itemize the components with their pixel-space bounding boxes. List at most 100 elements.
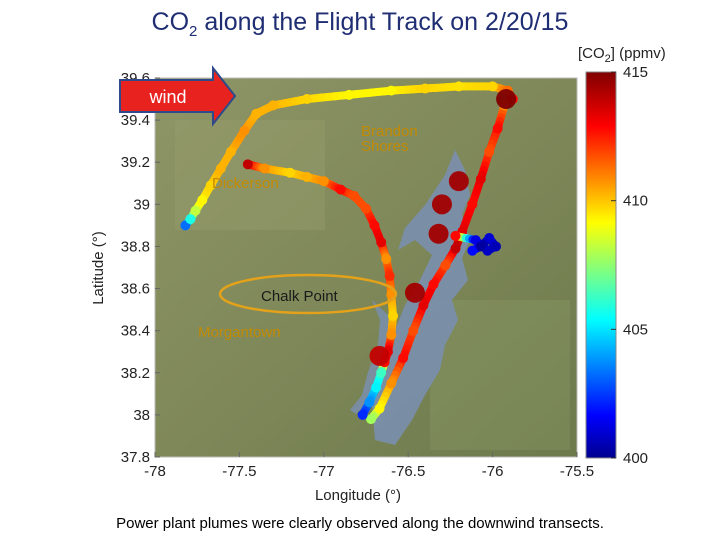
data-point [475, 241, 486, 252]
wind-arrow [119, 65, 237, 127]
data-point [369, 345, 390, 366]
x-tick-label: -76 [482, 463, 504, 480]
y-tick-label: 38 [133, 407, 150, 424]
data-point [484, 233, 495, 244]
data-point [404, 282, 425, 303]
y-tick-label: 39.4 [121, 112, 150, 129]
data-point [467, 199, 478, 210]
x-tick-label: -75.5 [560, 463, 594, 480]
data-point [453, 81, 464, 92]
title-rest: along the Flight Track on 2/20/15 [197, 8, 569, 36]
data-point [487, 81, 498, 92]
chalk-point-circle [218, 273, 398, 315]
data-point [364, 397, 375, 408]
data-point [242, 159, 253, 170]
annotation-brandon-shores-2: Shores [361, 138, 409, 155]
data-point [318, 176, 329, 187]
data-point [285, 167, 296, 178]
colorbar [585, 71, 617, 459]
data-point [490, 241, 501, 252]
title-subscript: 2 [189, 23, 198, 40]
data-point [475, 174, 486, 185]
colorbar-tick-label: 405 [623, 321, 648, 338]
data-point [386, 329, 397, 340]
data-point [386, 85, 397, 96]
flight-track-series [180, 81, 518, 425]
colorbar-label-suffix: ] (ppmv) [611, 45, 666, 62]
x-axis-label: Longitude (°) [315, 487, 401, 504]
colorbar-tick-label: 400 [623, 450, 648, 467]
data-point [190, 205, 201, 216]
x-tick-label: -76.5 [391, 463, 425, 480]
data-point [361, 203, 371, 214]
potomac-river-water [350, 300, 390, 414]
data-point [418, 300, 429, 311]
data-point [492, 123, 503, 134]
colorbar-tick-label: 410 [623, 193, 648, 210]
colorbar-tick-label: 415 [623, 64, 648, 81]
y-tick-label: 39.2 [121, 154, 150, 171]
data-point [384, 270, 395, 281]
data-point [388, 310, 399, 321]
data-point [259, 163, 270, 174]
data-point [344, 89, 355, 100]
x-tick-label: -78 [144, 463, 166, 480]
annotation-morgantown: Morgantown [198, 324, 281, 341]
data-point [376, 367, 387, 378]
data-point [366, 414, 377, 425]
data-point [374, 403, 385, 414]
data-point [239, 125, 250, 136]
data-point [420, 83, 431, 94]
colorbar-label-sub: 2 [605, 53, 611, 65]
y-tick-label: 38.4 [121, 323, 150, 340]
x-axis-ticks: -78 -77.5 -77 -76.5 -76 -75.5 [144, 452, 594, 480]
plot-frame [154, 77, 578, 458]
y-tick-label: 37.8 [121, 449, 150, 466]
data-point [450, 230, 461, 241]
data-point [431, 194, 452, 215]
data-point [376, 237, 387, 248]
data-point [301, 171, 312, 182]
annotation-dickerson: Dickerson [212, 175, 279, 192]
data-point [467, 245, 478, 256]
colorbar-label: [CO2] (ppmv) [578, 45, 666, 65]
data-point [335, 184, 346, 195]
data-point [371, 382, 382, 393]
colorbar-label-prefix: [CO [578, 45, 605, 62]
slide-caption: Power plant plumes were clearly observed… [116, 515, 604, 532]
data-point [357, 409, 368, 420]
y-tick-label: 38.2 [121, 365, 150, 382]
data-point [215, 163, 226, 174]
colorbar-ticks: 400 405 410 415 [611, 64, 648, 467]
data-point [369, 220, 380, 231]
wind-label: wind [148, 87, 186, 107]
data-point [251, 108, 262, 119]
x-tick-label: -77 [313, 463, 335, 480]
data-point [185, 214, 196, 225]
title-main: CO [151, 8, 190, 36]
data-point [428, 279, 439, 290]
data-point [496, 89, 517, 110]
data-point [301, 94, 312, 105]
data-point [428, 223, 449, 244]
data-point [408, 325, 419, 336]
data-point [197, 195, 208, 206]
annotation-chalk-point: Chalk Point [261, 288, 339, 305]
data-point [448, 171, 469, 192]
data-point [381, 254, 392, 265]
annotation-brandon-shores-1: Brandon [361, 123, 418, 140]
data-point [386, 378, 397, 389]
data-point [268, 100, 279, 111]
data-point [225, 146, 236, 157]
data-point [349, 190, 360, 201]
data-point [398, 353, 409, 364]
y-axis-label: Latitude (°) [90, 231, 107, 305]
x-tick-label: -77.5 [222, 463, 256, 480]
data-point [205, 180, 216, 191]
y-tick-label: 38.6 [121, 281, 150, 298]
y-tick-label: 39 [133, 196, 150, 213]
data-point [440, 260, 451, 271]
page-title: CO2 along the Flight Track on 2/20/15 [0, 8, 720, 40]
